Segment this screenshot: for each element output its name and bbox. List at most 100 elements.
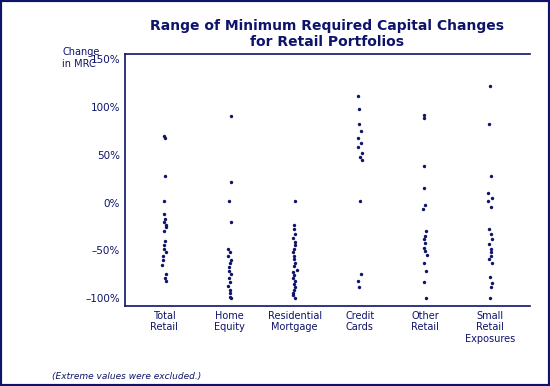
Point (419, 206, 428, 212)
Point (291, 295, 300, 301)
Point (289, 290, 298, 296)
Point (227, 112, 236, 119)
Point (354, 144, 362, 150)
Point (420, 185, 429, 191)
Point (289, 245, 298, 252)
Point (422, 295, 431, 301)
Point (161, 222, 170, 228)
Point (354, 278, 362, 284)
Point (422, 252, 431, 258)
Point (421, 248, 430, 254)
Point (224, 268, 233, 274)
Point (419, 279, 428, 285)
Point (161, 216, 169, 222)
Point (421, 240, 430, 246)
Point (485, 121, 493, 127)
Point (289, 286, 298, 293)
Point (160, 245, 169, 252)
Point (289, 235, 298, 241)
Text: Change
in MRC: Change in MRC (62, 47, 100, 69)
Point (354, 92, 363, 98)
Text: (Extreme values were excluded.): (Extreme values were excluded.) (52, 372, 201, 381)
Point (160, 211, 168, 217)
Point (158, 257, 167, 263)
Point (419, 112, 428, 118)
Point (160, 242, 169, 248)
Point (158, 253, 167, 259)
Point (487, 284, 496, 290)
Point (485, 83, 494, 89)
Point (289, 253, 298, 259)
Point (160, 173, 169, 179)
Point (291, 278, 300, 284)
Point (486, 253, 495, 259)
Point (161, 275, 170, 281)
Point (484, 198, 493, 204)
Point (158, 262, 167, 268)
Point (488, 260, 497, 266)
Point (225, 275, 234, 281)
Point (485, 240, 494, 247)
Point (290, 284, 299, 290)
Point (487, 204, 496, 210)
Point (226, 219, 235, 225)
Point (290, 222, 299, 228)
Point (289, 269, 298, 276)
Point (485, 295, 494, 301)
Point (227, 257, 235, 263)
Point (358, 156, 366, 163)
Point (289, 281, 298, 287)
Point (289, 272, 298, 278)
Point (357, 140, 366, 146)
Point (224, 253, 233, 259)
Point (487, 195, 496, 201)
Point (486, 274, 494, 280)
Point (292, 266, 301, 273)
Point (291, 239, 300, 245)
Point (226, 279, 234, 285)
Point (485, 256, 494, 262)
Point (162, 224, 170, 230)
Point (290, 262, 299, 269)
Point (225, 260, 234, 266)
Point (290, 256, 299, 262)
Point (420, 236, 428, 242)
Point (160, 198, 169, 204)
Title: Range of Minimum Required Capital Changes
for Retail Portfolios: Range of Minimum Required Capital Change… (150, 19, 504, 49)
Point (484, 190, 493, 196)
Point (290, 226, 299, 232)
Point (354, 134, 362, 141)
Point (162, 249, 170, 256)
Point (291, 198, 300, 204)
Point (290, 260, 299, 266)
Point (421, 268, 430, 274)
Point (161, 271, 170, 278)
Point (289, 275, 298, 281)
Point (161, 238, 170, 244)
Point (357, 128, 366, 134)
Point (161, 134, 169, 141)
Point (291, 231, 300, 237)
Point (420, 260, 429, 266)
Point (291, 242, 300, 248)
Point (223, 283, 232, 289)
Point (226, 294, 234, 300)
Point (225, 264, 234, 270)
Point (160, 219, 168, 225)
Point (486, 245, 495, 252)
Point (421, 233, 430, 239)
Point (226, 290, 234, 296)
Point (355, 154, 364, 160)
Point (226, 178, 235, 185)
Point (289, 292, 298, 298)
Point (420, 201, 429, 208)
Point (289, 249, 298, 256)
Point (225, 198, 234, 204)
Point (354, 106, 363, 112)
Point (356, 271, 365, 278)
Point (419, 163, 428, 169)
Point (227, 295, 235, 301)
Point (356, 198, 365, 204)
Point (160, 133, 169, 139)
Point (226, 271, 235, 278)
